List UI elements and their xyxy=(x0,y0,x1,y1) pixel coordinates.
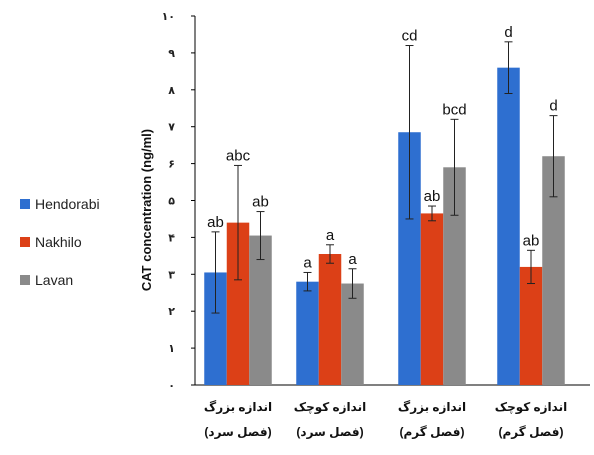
category-label-line1: اندازه کوچک xyxy=(495,400,567,415)
y-tick-label: ١٠ xyxy=(162,11,175,23)
significance-label: ab xyxy=(252,194,269,211)
category-label-line2: (فصل سرد) xyxy=(296,425,363,439)
legend-swatch-hendorabi xyxy=(20,199,30,209)
significance-label: abc xyxy=(226,147,251,164)
category-label-line2: (فصل سرد) xyxy=(204,425,271,439)
significance-label: a xyxy=(326,227,335,244)
bar-hendorabi xyxy=(296,281,319,385)
category-label-line2: (فصل گرم) xyxy=(499,425,564,440)
category-label-line1: اندازه کوچک xyxy=(294,400,366,415)
bar-lavan xyxy=(542,156,565,385)
significance-label: bcd xyxy=(442,101,466,118)
bar-hendorabi xyxy=(204,272,227,385)
significance-label: d xyxy=(549,98,557,115)
axes: ٠ ١ ٢ ٣ ۴ ۵ ۶ ٧ ٨ ٩ ١٠ اندازه بزرگ (فصل سرد) اندازه ک… xyxy=(162,11,590,440)
y-tick-label: ١ xyxy=(168,343,175,355)
y-tick-label: ۵ xyxy=(168,196,175,208)
significance-label: a xyxy=(348,251,357,268)
bar-lavan xyxy=(443,167,466,385)
significance-label: ab xyxy=(207,214,224,231)
bar-hendorabi xyxy=(497,67,520,385)
y-tick-label: ٩ xyxy=(168,48,175,60)
legend-swatch-nakhilo xyxy=(20,237,30,247)
category-label-line1: اندازه بزرگ xyxy=(398,399,466,414)
y-tick-label: ۶ xyxy=(168,159,175,171)
category-label-line1: اندازه بزرگ xyxy=(204,399,272,414)
legend-swatch-lavan xyxy=(20,275,30,285)
bar-hendorabi xyxy=(398,132,421,385)
y-tick-label: ۴ xyxy=(168,232,175,244)
legend-label-lavan: Lavan xyxy=(35,272,73,288)
legend: Hendorabi Nakhilo Lavan xyxy=(20,196,100,288)
bar-nakhilo xyxy=(226,222,250,385)
bars xyxy=(204,41,565,385)
significance-label: ab xyxy=(424,188,441,205)
y-tick-label: ٣ xyxy=(168,269,175,281)
significance-label: d xyxy=(504,24,512,41)
significance-label: cd xyxy=(402,28,418,45)
y-axis-label: CAT concentration (ng/ml) xyxy=(139,129,154,291)
bar-nakhilo xyxy=(420,213,444,385)
category-label-line2: (فصل گرم) xyxy=(400,425,465,440)
legend-label-hendorabi: Hendorabi xyxy=(35,196,100,212)
significance-label: a xyxy=(303,254,312,271)
significance-label: ab xyxy=(523,232,540,249)
y-tick-label: ٨ xyxy=(168,85,175,97)
bar-nakhilo xyxy=(318,254,342,385)
legend-label-nakhilo: Nakhilo xyxy=(35,234,82,250)
y-tick-label: ٠ xyxy=(168,380,175,392)
bar-nakhilo xyxy=(519,266,543,385)
bar-lavan xyxy=(249,235,272,385)
y-tick-label: ٧ xyxy=(168,122,175,134)
bar-lavan xyxy=(341,283,364,385)
y-tick-label: ٢ xyxy=(168,306,175,318)
